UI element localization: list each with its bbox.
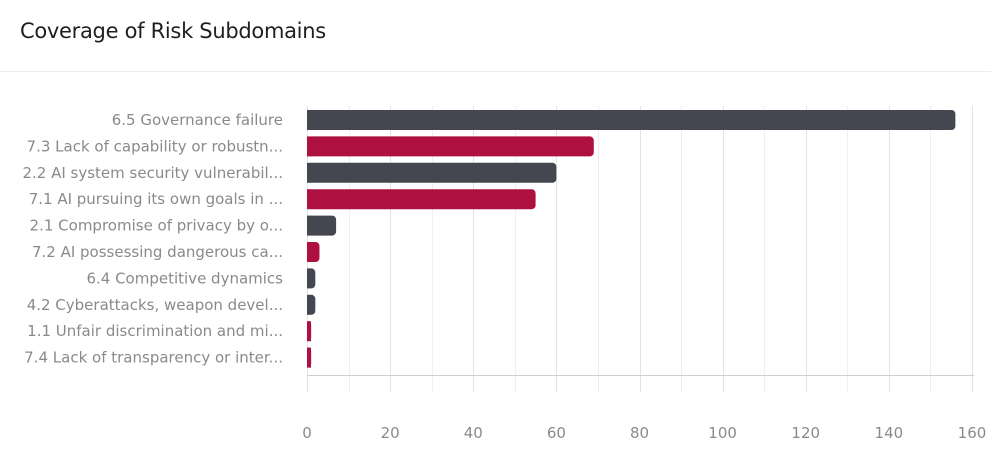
x-tick-label: 100 <box>708 424 737 442</box>
bar-left-edge <box>307 268 311 289</box>
category-label: 7.1 AI pursuing its own goals in ... <box>29 190 283 208</box>
category-label: 2.1 Compromise of privacy by o... <box>30 217 283 235</box>
bar-left-edge <box>307 347 311 368</box>
category-label: 6.5 Governance failure <box>112 111 283 129</box>
bar[interactable] <box>307 136 594 157</box>
chart-title: Coverage of Risk Subdomains <box>20 19 326 43</box>
bar[interactable] <box>307 189 536 210</box>
x-tick-label: 20 <box>381 424 400 442</box>
category-label: 6.4 Competitive dynamics <box>86 269 283 287</box>
bar-left-edge <box>307 215 311 236</box>
bar-left-edge <box>307 110 311 130</box>
bar-left-edge <box>307 242 311 262</box>
category-label: 4.2 Cyberattacks, weapon devel... <box>27 296 283 314</box>
bar-left-edge <box>307 136 311 157</box>
x-tick-label: 120 <box>791 424 820 442</box>
x-tick-label: 40 <box>464 424 483 442</box>
category-label: 7.3 Lack of capability or robustn... <box>27 137 283 155</box>
bar-left-edge <box>307 294 311 315</box>
category-label: 7.2 AI possessing dangerous ca... <box>32 243 283 261</box>
x-tick-label: 80 <box>630 424 649 442</box>
category-label: 7.4 Lack of transparency or inter... <box>24 349 283 367</box>
x-tick-label: 0 <box>302 424 312 442</box>
bar[interactable] <box>307 162 557 183</box>
gridlines <box>307 106 973 392</box>
bar-left-edge <box>307 321 311 342</box>
category-label: 2.2 AI system security vulnerabil... <box>22 164 283 182</box>
category-label: 1.1 Unfair discrimination and mi... <box>27 322 283 340</box>
bar[interactable] <box>307 215 337 236</box>
bar-left-edge <box>307 189 311 210</box>
x-tick-label: 160 <box>958 424 987 442</box>
bar[interactable] <box>307 110 956 130</box>
x-tick-label: 60 <box>547 424 566 442</box>
card-header: Coverage of Risk Subdomains <box>0 0 991 72</box>
bar-left-edge <box>307 162 311 183</box>
x-tick-label: 140 <box>875 424 904 442</box>
